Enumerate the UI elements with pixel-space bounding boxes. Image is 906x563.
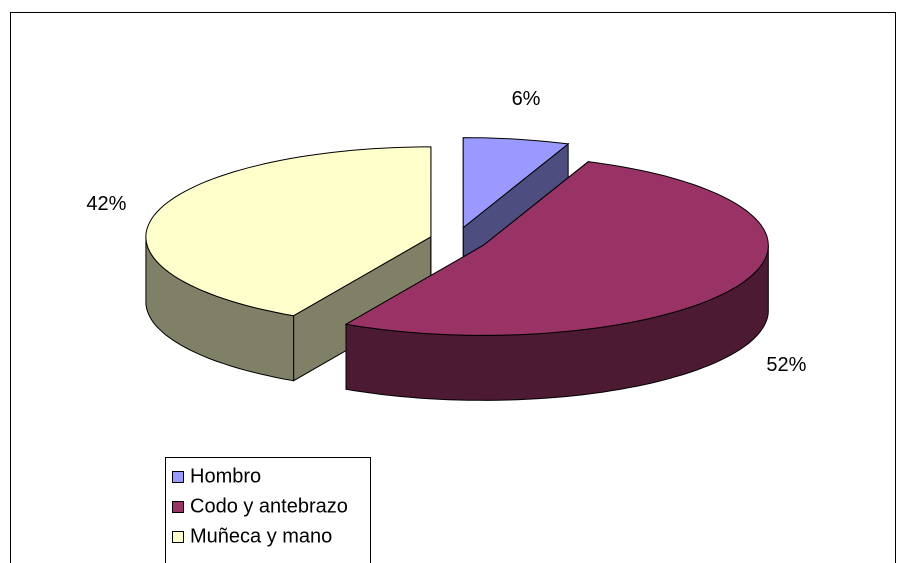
legend-swatch — [172, 531, 184, 543]
data-label: 52% — [766, 354, 806, 376]
legend-box — [165, 457, 371, 563]
legend-label: Hombro — [190, 465, 261, 487]
legend-swatch — [172, 471, 184, 483]
data-label: 42% — [86, 193, 126, 215]
legend-swatch — [172, 501, 184, 513]
legend-label: Muñeca y mano — [190, 525, 332, 547]
legend-label: Codo y antebrazo — [190, 495, 348, 517]
pie-slice — [462, 137, 570, 229]
data-label: 6% — [512, 88, 541, 110]
pie-slice — [344, 161, 769, 336]
pie-slice — [145, 146, 432, 317]
